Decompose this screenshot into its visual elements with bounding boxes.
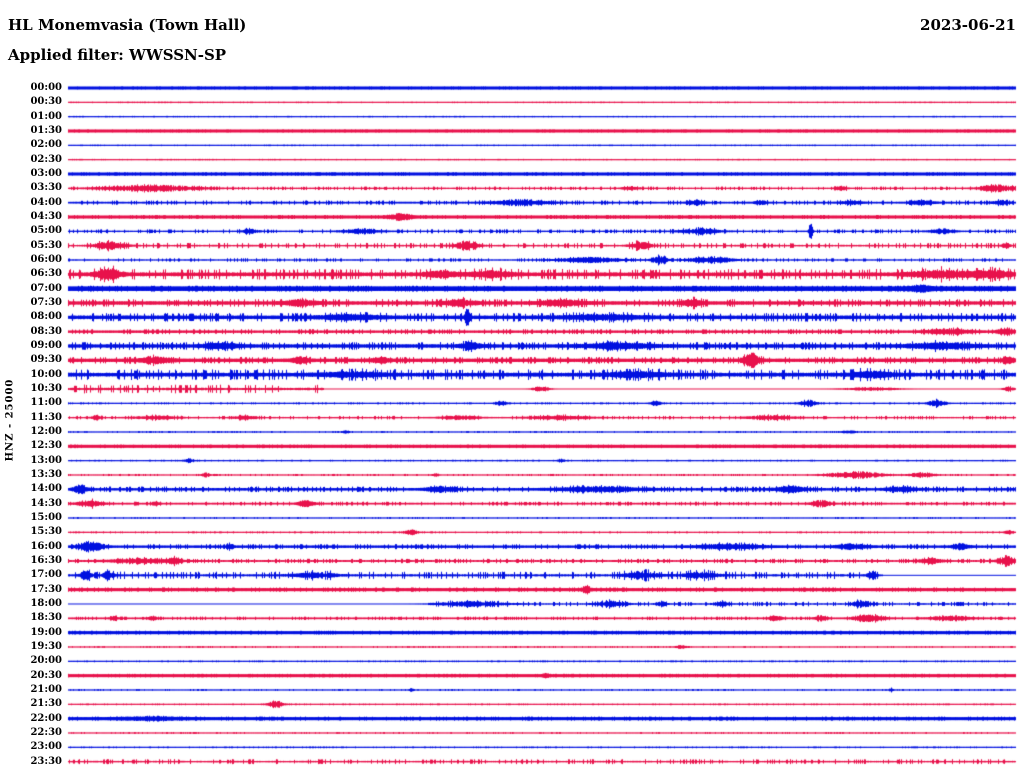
trace-time-label: 21:00	[30, 683, 62, 695]
trace-time-label: 07:30	[30, 296, 62, 308]
trace-time-label: 17:00	[30, 569, 62, 581]
trace-time-label: 04:00	[30, 196, 62, 208]
trace-time-label: 23:30	[30, 755, 62, 767]
trace-time-label: 14:00	[30, 483, 62, 495]
trace-time-label: 05:30	[30, 239, 62, 251]
trace-time-label: 23:00	[30, 741, 62, 753]
trace-time-label: 09:00	[30, 339, 62, 351]
trace-time-label: 04:30	[30, 210, 62, 222]
trace-time-label: 22:30	[30, 726, 62, 738]
trace-time-label: 06:30	[30, 268, 62, 280]
trace-time-label: 18:00	[30, 597, 62, 609]
trace-time-label: 16:30	[30, 554, 62, 566]
trace-time-label: 07:00	[30, 282, 62, 294]
trace-time-label: 13:00	[30, 454, 62, 466]
trace-time-label: 12:00	[30, 425, 62, 437]
trace-time-label: 10:30	[30, 382, 62, 394]
trace-time-label: 02:00	[30, 139, 62, 151]
trace-time-label: 15:30	[30, 526, 62, 538]
trace-time-label: 11:30	[30, 411, 62, 423]
trace-time-label: 22:00	[30, 712, 62, 724]
trace-time-label: 08:00	[30, 311, 62, 323]
trace-time-label: 17:30	[30, 583, 62, 595]
trace-time-label: 03:00	[30, 167, 62, 179]
trace-time-label: 14:30	[30, 497, 62, 509]
trace-time-label: 13:30	[30, 468, 62, 480]
trace-time-label: 01:30	[30, 124, 62, 136]
trace-time-label: 20:00	[30, 655, 62, 667]
trace-time-label: 03:30	[30, 182, 62, 194]
trace-time-label: 11:00	[30, 397, 62, 409]
trace-time-label: 21:30	[30, 698, 62, 710]
trace-time-label: 12:30	[30, 440, 62, 452]
trace-time-label: 15:00	[30, 511, 62, 523]
trace-time-label: 19:00	[30, 626, 62, 638]
trace-time-label: 08:30	[30, 325, 62, 337]
trace-time-label: 09:30	[30, 354, 62, 366]
trace-time-label: 10:00	[30, 368, 62, 380]
trace-time-label: 06:00	[30, 253, 62, 265]
trace-time-label: 19:30	[30, 640, 62, 652]
trace-time-label: 16:00	[30, 540, 62, 552]
trace-time-label: 02:30	[30, 153, 62, 165]
trace-time-label: 00:00	[30, 82, 62, 93]
trace-time-label: 18:30	[30, 612, 62, 624]
trace-time-label: 20:30	[30, 669, 62, 681]
trace-time-label: 01:00	[30, 110, 62, 122]
trace-time-label: 00:30	[30, 96, 62, 108]
trace-time-label: 05:00	[30, 225, 62, 237]
